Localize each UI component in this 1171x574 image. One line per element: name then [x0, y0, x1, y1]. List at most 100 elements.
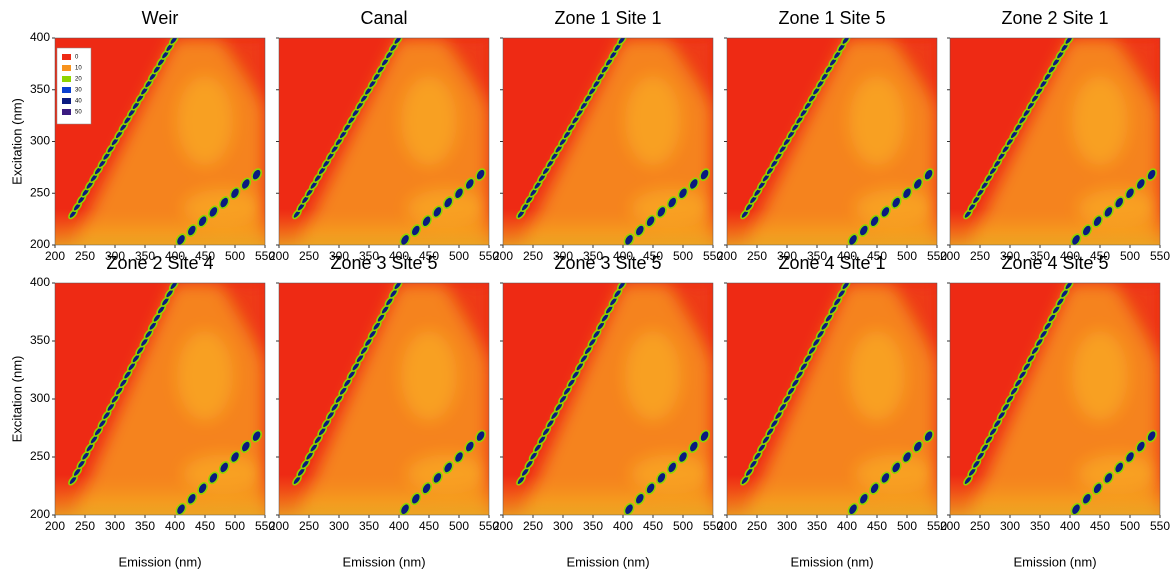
x-tick-label: 450 [643, 519, 663, 533]
y-tick-label: 350 [30, 82, 50, 96]
x-tick-label: 350 [807, 249, 827, 263]
x-tick-label: 300 [1000, 249, 1020, 263]
x-tick-label: 500 [225, 249, 245, 263]
x-tick-label: 250 [523, 249, 543, 263]
noise-band [55, 474, 265, 515]
scatter-ridge [1146, 429, 1157, 443]
plot-area [727, 38, 937, 245]
legend-label: 10 [75, 66, 82, 72]
x-axis-label: Emission (nm) [342, 554, 425, 569]
panel-title: Zone 2 Site 4 [106, 253, 213, 273]
x-tick-label: 250 [75, 519, 95, 533]
panel: Zone 3 Site 5 200 250 300 350 400 450 500 550 Emi… [269, 253, 499, 570]
legend-swatch [62, 87, 71, 93]
panel-title: Zone 3 Site 5 [330, 253, 437, 273]
upper-right [441, 38, 489, 111]
scatter-ridge [869, 481, 880, 495]
scatter-ridge [1135, 177, 1147, 191]
x-tick-label: 500 [897, 519, 917, 533]
scatter-ridge [453, 450, 465, 464]
x-tick-label: 300 [105, 519, 125, 533]
scatter-ridge [1124, 450, 1136, 464]
scatter-ridge [623, 502, 635, 515]
peak [625, 330, 681, 421]
x-tick-label: 500 [1120, 249, 1140, 263]
scatter-ridge [847, 233, 859, 245]
scatter-ridge [399, 233, 411, 245]
scatter-ridge [1146, 168, 1157, 181]
x-tick-label: 350 [807, 519, 827, 533]
x-tick-label: 300 [329, 249, 349, 263]
scatter-ridge [656, 205, 667, 219]
scatter-ridge [616, 38, 627, 46]
x-tick-label: 550 [703, 249, 723, 263]
scatter-ridge [432, 471, 443, 485]
scatter-ridge [208, 205, 219, 219]
x-tick-label: 250 [299, 249, 319, 263]
scatter-ridge [890, 196, 902, 209]
legend-swatch [62, 54, 71, 60]
x-tick-label: 450 [419, 519, 439, 533]
scatter-ridge [475, 429, 486, 443]
scatter-ridge [1113, 461, 1125, 474]
x-tick-label: 200 [493, 249, 513, 263]
y-tick-label: 200 [30, 237, 50, 251]
x-tick-label: 550 [1150, 249, 1170, 263]
x-tick-label: 350 [583, 519, 603, 533]
x-tick-label: 450 [1090, 519, 1110, 533]
x-tick-label: 250 [970, 249, 990, 263]
x-tick-label: 300 [777, 249, 797, 263]
scatter-ridge [1103, 471, 1114, 485]
legend-swatch [62, 65, 71, 71]
fluorescence-region [968, 283, 1160, 515]
x-tick-label: 350 [135, 519, 155, 533]
scatter-ridge [240, 177, 252, 191]
x-tick-label: 350 [1030, 519, 1050, 533]
y-tick-label: 300 [30, 134, 50, 148]
peak [177, 75, 233, 166]
peak [625, 75, 681, 166]
y-tick-label: 400 [30, 275, 50, 289]
scatter-ridge [847, 502, 859, 515]
scatter-ridge [912, 177, 924, 191]
scatter-ridge [1070, 233, 1082, 245]
x-tick-label: 500 [225, 519, 245, 533]
x-tick-label: 350 [359, 249, 379, 263]
x-tick-label: 350 [135, 249, 155, 263]
scatter-ridge [421, 481, 432, 495]
scatter-ridge [410, 492, 422, 506]
x-tick-label: 450 [195, 519, 215, 533]
panel: Canal 200 250 300 350 400 450 500 550 [269, 8, 499, 263]
x-tick-label: 200 [717, 519, 737, 533]
scatter-ridge [442, 196, 454, 209]
y-tick-label: 300 [30, 391, 50, 405]
scatter-ridge [880, 205, 891, 219]
peak [849, 330, 905, 421]
noise-band [279, 474, 489, 515]
x-tick-label: 450 [867, 249, 887, 263]
x-tick-label: 250 [747, 249, 767, 263]
scatter-ridge [688, 440, 700, 453]
panel: Zone 3 Site 5 200 250 300 350 400 450 500 550 Emi… [493, 253, 723, 570]
legend-label: 20 [75, 77, 82, 83]
peak [849, 75, 905, 166]
upper-right [665, 283, 713, 365]
upper-right [1112, 38, 1160, 111]
scatter-ridge [901, 186, 913, 200]
panel-title: Zone 4 Site 1 [778, 253, 885, 273]
noise-band [55, 208, 265, 245]
x-tick-label: 200 [45, 249, 65, 263]
x-tick-label: 200 [493, 519, 513, 533]
scatter-ridge [453, 186, 465, 200]
x-tick-label: 400 [837, 249, 857, 263]
noise-band [950, 474, 1160, 515]
panel-title: Zone 2 Site 1 [1001, 8, 1108, 28]
fluorescence-region [521, 283, 713, 515]
scatter-ridge [229, 186, 241, 200]
x-tick-label: 450 [419, 249, 439, 263]
scatter-ridge [1081, 492, 1093, 506]
scatter-ridge [923, 429, 934, 443]
panel: Zone 2 Site 4 200 250 300 350 400 450 500 550 200… [9, 253, 275, 570]
upper-right [1112, 283, 1160, 365]
scatter-ridge [229, 450, 241, 464]
